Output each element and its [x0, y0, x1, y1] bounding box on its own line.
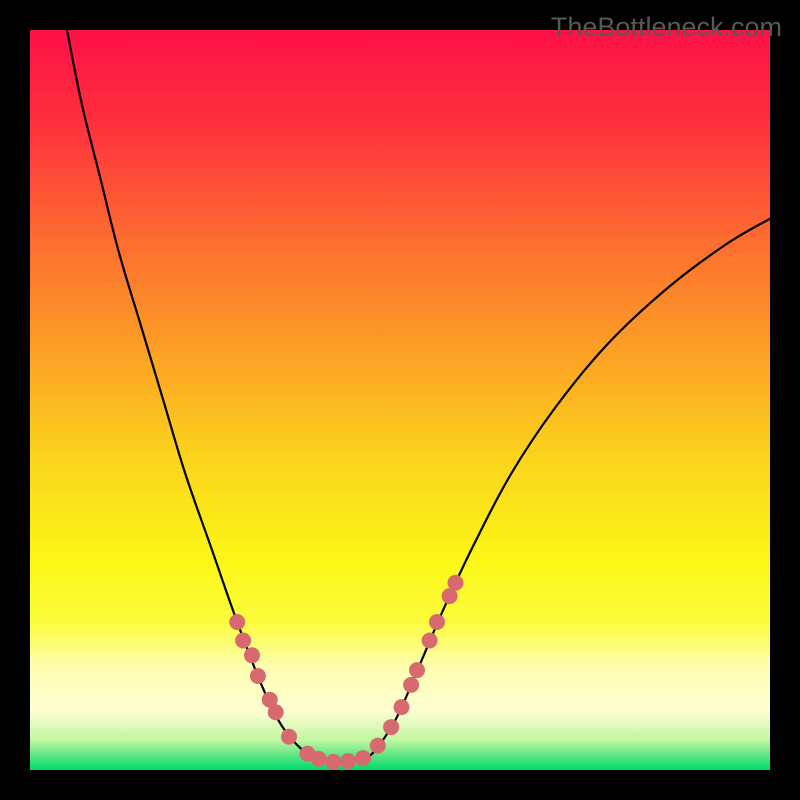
- frame-border-left: [0, 0, 30, 800]
- plot-area: [30, 30, 770, 770]
- curve-dot: [422, 633, 438, 649]
- curve-dot: [409, 662, 425, 678]
- curve-dot: [235, 633, 251, 649]
- curve-dot: [448, 575, 464, 591]
- curve-dot: [325, 754, 341, 770]
- curve-dot: [250, 668, 266, 684]
- plot-svg: [30, 30, 770, 770]
- curve-dot: [340, 753, 356, 769]
- watermark-text: TheBottleneck.com: [551, 12, 782, 43]
- curve-dot: [244, 647, 260, 663]
- frame-border-right: [770, 0, 800, 800]
- curve-dot: [355, 750, 371, 766]
- background-gradient-rect: [30, 30, 770, 770]
- curve-dot: [393, 699, 409, 715]
- curve-dot: [281, 729, 297, 745]
- frame-border-bottom: [0, 770, 800, 800]
- curve-dot: [268, 704, 284, 720]
- curve-dot: [403, 677, 419, 693]
- curve-dot: [229, 614, 245, 630]
- curve-dot: [311, 751, 327, 767]
- curve-dot: [370, 738, 386, 754]
- chart-frame: TheBottleneck.com: [0, 0, 800, 800]
- curve-dot: [429, 614, 445, 630]
- curve-dot: [383, 719, 399, 735]
